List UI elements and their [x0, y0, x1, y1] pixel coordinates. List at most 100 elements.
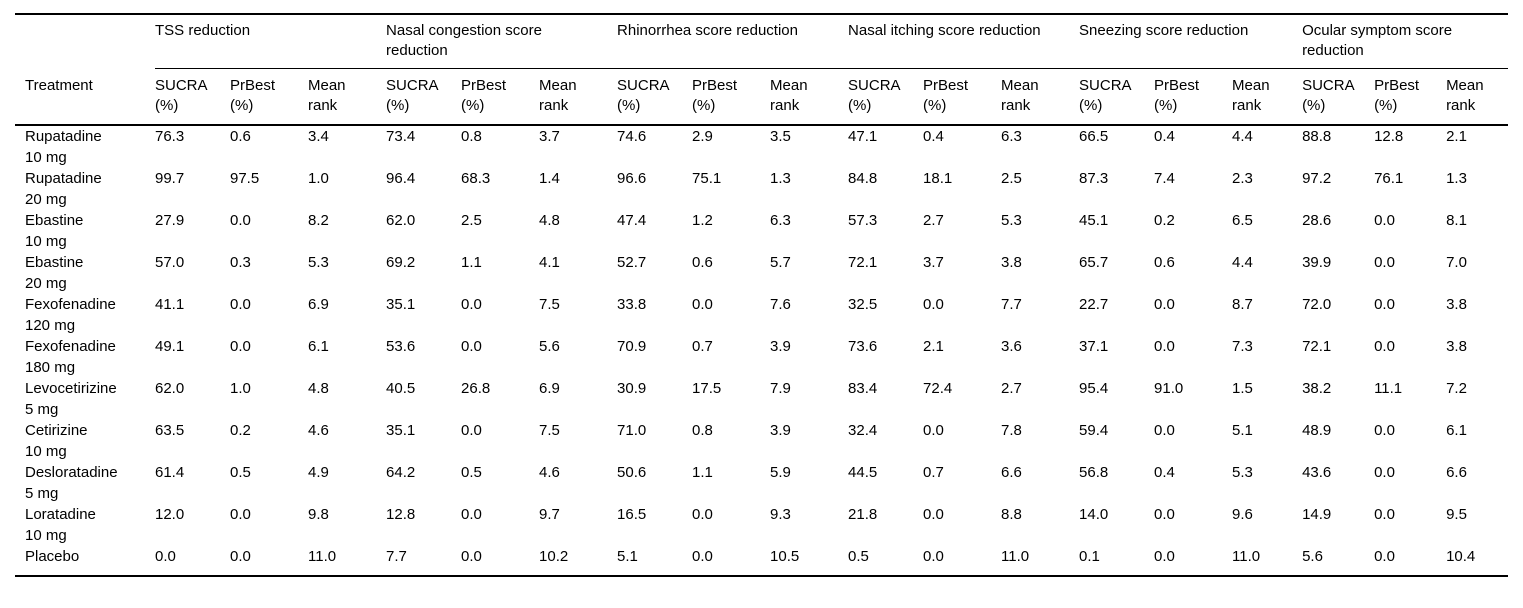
value-cell: 0.0	[461, 422, 482, 439]
value-cell: 32.4	[848, 422, 878, 439]
value-cell: 4.4	[1232, 254, 1253, 271]
col-header-rhinorrhea-score-reduction-mean-rank: Mean rank	[770, 68, 849, 126]
col-header-nasal-itching-score-reduction-mean-rank: Mean rank	[1001, 68, 1080, 126]
value-cell: 7.4	[1154, 170, 1175, 187]
col-header-rhinorrhea-score-reduction-prbest: PrBest (%)	[692, 68, 771, 126]
group-header-ocular-symptom-score-reduction: Ocular symptom score reduction	[1302, 14, 1509, 69]
value-cell: 7.5	[539, 296, 560, 313]
value-cell: 6.1	[1446, 422, 1467, 439]
treatment-cell: Rupatadine 20 mg	[25, 170, 102, 208]
value-cell: 0.0	[1374, 212, 1395, 229]
value-cell: 2.7	[923, 212, 944, 229]
value-cell: 0.0	[692, 296, 713, 313]
table-row: Fexofenadine 180 mg 49.1 0.0 6.1 53.6 0.0 5.6 7…	[15, 336, 1508, 378]
value-cell: 0.0	[1374, 506, 1395, 523]
value-cell: 6.6	[1001, 464, 1022, 481]
table-row: Fexofenadine 120 mg 41.1 0.0 6.9 35.1 0.0 7.5 3…	[15, 294, 1508, 336]
value-cell: 0.0	[923, 506, 944, 523]
value-cell: 6.9	[539, 380, 560, 397]
value-cell: 0.0	[1154, 422, 1175, 439]
col-header-sneezing-score-reduction-mean-rank: Mean rank	[1232, 68, 1303, 126]
value-cell: 0.8	[692, 422, 713, 439]
value-cell: 0.4	[1154, 128, 1175, 145]
value-cell: 72.4	[923, 380, 953, 397]
value-cell: 0.0	[692, 506, 713, 523]
group-header-rhinorrhea-score-reduction: Rhinorrhea score reduction	[617, 14, 849, 69]
value-cell: 47.4	[617, 212, 647, 229]
value-cell: 5.3	[1001, 212, 1022, 229]
value-cell: 11.0	[1001, 548, 1030, 565]
value-cell: 0.0	[230, 212, 251, 229]
value-cell: 6.1	[308, 338, 329, 355]
treatment-cell: Ebastine 10 mg	[25, 212, 84, 250]
value-cell: 0.4	[923, 128, 944, 145]
table-row: Ebastine 10 mg 27.9 0.0 8.2 62.0 2.5 4.8 47.4 1.…	[15, 210, 1508, 252]
value-cell: 33.8	[617, 296, 647, 313]
treatment-cell: Cetirizine 10 mg	[25, 422, 88, 460]
value-cell: 73.4	[386, 128, 416, 145]
sucra-table: TSS reduction Nasal congestion score redu…	[15, 13, 1509, 577]
value-cell: 83.4	[848, 380, 878, 397]
value-cell: 4.8	[308, 380, 329, 397]
value-cell: 0.0	[1374, 296, 1395, 313]
value-cell: 66.5	[1079, 128, 1109, 145]
value-cell: 70.9	[617, 338, 647, 355]
value-cell: 11.1	[1374, 380, 1403, 397]
treatment-cell: Fexofenadine 120 mg	[25, 296, 116, 334]
value-cell: 3.4	[308, 128, 329, 145]
value-cell: 10.4	[1446, 548, 1476, 565]
value-cell: 73.6	[848, 338, 878, 355]
value-cell: 64.2	[386, 464, 416, 481]
group-header-nasal-congestion-score-reduction: Nasal congestion score reduction	[386, 14, 618, 69]
value-cell: 30.9	[617, 380, 647, 397]
table-row: Rupatadine 10 mg 76.3 0.6 3.4 73.4 0.8 3.7 74.6…	[15, 125, 1508, 168]
value-cell: 5.6	[539, 338, 560, 355]
value-cell: 6.5	[1232, 212, 1253, 229]
value-cell: 96.4	[386, 170, 416, 187]
value-cell: 56.8	[1079, 464, 1109, 481]
value-cell: 57.0	[155, 254, 185, 271]
value-cell: 4.8	[539, 212, 560, 229]
col-header-sneezing-score-reduction-sucra: SUCRA (%)	[1079, 68, 1155, 126]
value-cell: 76.3	[155, 128, 185, 145]
group-header-row: TSS reduction Nasal congestion score redu…	[15, 14, 1509, 69]
value-cell: 11.0	[308, 548, 337, 565]
value-cell: 72.1	[848, 254, 878, 271]
value-cell: 45.1	[1079, 212, 1109, 229]
value-cell: 17.5	[692, 380, 722, 397]
value-cell: 1.1	[692, 464, 713, 481]
value-cell: 0.7	[923, 464, 944, 481]
value-cell: 0.0	[461, 296, 482, 313]
value-cell: 35.1	[386, 296, 416, 313]
value-cell: 4.9	[308, 464, 329, 481]
value-cell: 84.8	[848, 170, 878, 187]
col-header-nasal-itching-score-reduction-sucra: SUCRA (%)	[848, 68, 924, 126]
value-cell: 12.0	[155, 506, 185, 523]
treatment-cell: Levocetirizine 5 mg	[25, 380, 117, 418]
value-cell: 68.3	[461, 170, 491, 187]
table-row: Ebastine 20 mg 57.0 0.3 5.3 69.2 1.1 4.1 52.7 0.…	[15, 252, 1508, 294]
value-cell: 7.8	[1001, 422, 1022, 439]
value-cell: 9.3	[770, 506, 791, 523]
value-cell: 38.2	[1302, 380, 1332, 397]
col-header-nasal-congestion-score-reduction-prbest: PrBest (%)	[461, 68, 540, 126]
value-cell: 0.0	[1374, 254, 1395, 271]
value-cell: 9.7	[539, 506, 560, 523]
value-cell: 28.6	[1302, 212, 1332, 229]
value-cell: 3.7	[539, 128, 560, 145]
value-cell: 0.0	[230, 506, 251, 523]
col-header-nasal-itching-score-reduction-prbest: PrBest (%)	[923, 68, 1002, 126]
value-cell: 14.0	[1079, 506, 1109, 523]
value-cell: 65.7	[1079, 254, 1109, 271]
value-cell: 0.0	[923, 422, 944, 439]
value-cell: 6.6	[1446, 464, 1467, 481]
value-cell: 6.3	[1001, 128, 1022, 145]
value-cell: 9.6	[1232, 506, 1253, 523]
value-cell: 22.7	[1079, 296, 1109, 313]
col-header-nasal-congestion-score-reduction-sucra: SUCRA (%)	[386, 68, 462, 126]
value-cell: 3.8	[1001, 254, 1022, 271]
value-cell: 5.3	[1232, 464, 1253, 481]
value-cell: 7.3	[1232, 338, 1253, 355]
value-cell: 27.9	[155, 212, 185, 229]
value-cell: 0.0	[1374, 338, 1395, 355]
